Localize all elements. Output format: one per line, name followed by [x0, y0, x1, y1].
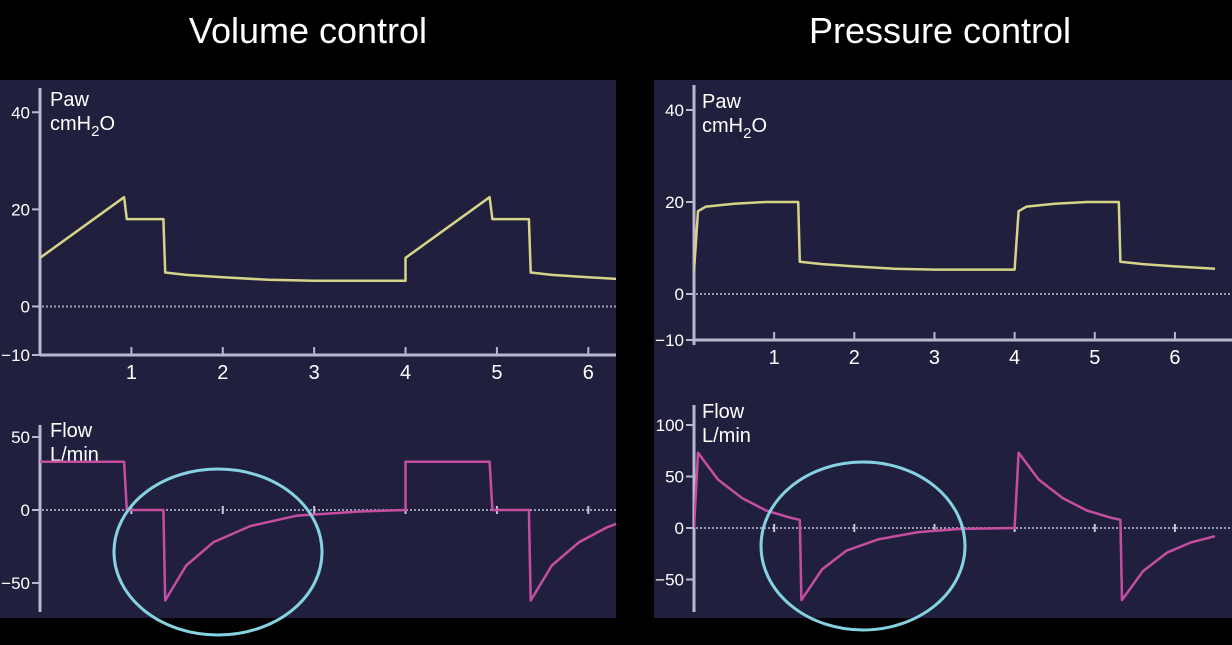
- series-label: Paw: [50, 89, 89, 111]
- y-tick-label: −10: [1, 346, 30, 365]
- x-tick-label: 4: [1009, 347, 1020, 369]
- y-tick-label: 50: [665, 468, 684, 487]
- y-tick-label: 20: [665, 193, 684, 212]
- flow-line: [40, 460, 616, 602]
- title-volume-control: Volume control: [188, 10, 428, 51]
- y-tick-label: 0: [21, 501, 30, 520]
- x-tick-label: 2: [849, 347, 860, 369]
- x-tick-label: 1: [126, 362, 137, 384]
- y-tick-label: −50: [1, 574, 30, 593]
- series-label: Flow: [50, 420, 93, 442]
- y-tick-label: −10: [655, 331, 684, 350]
- series-label: Flow: [702, 401, 745, 423]
- series-label: Paw: [702, 91, 741, 113]
- x-tick-label: 6: [583, 362, 594, 384]
- unit-label: L/min: [50, 444, 99, 466]
- y-tick-label: 40: [665, 101, 684, 120]
- panel-pressure-control: [654, 80, 1232, 618]
- y-tick-label: 0: [675, 285, 684, 304]
- y-tick-label: 50: [11, 428, 30, 447]
- y-tick-label: 0: [21, 297, 30, 316]
- y-tick-label: 40: [11, 103, 30, 122]
- x-tick-label: 5: [1089, 347, 1100, 369]
- flow-line: [694, 451, 1216, 602]
- pressure-line: [40, 195, 616, 282]
- x-tick-label: 1: [769, 347, 780, 369]
- y-tick-label: −50: [655, 571, 684, 590]
- y-tick-label: 0: [675, 519, 684, 538]
- x-tick-label: 3: [309, 362, 320, 384]
- x-tick-label: 6: [1169, 347, 1180, 369]
- panel-volume-control: [0, 80, 616, 618]
- annotation-circle-pressure: [759, 460, 967, 632]
- x-tick-label: 5: [491, 362, 502, 384]
- pressure-line: [694, 200, 1216, 272]
- y-tick-label: 100: [656, 416, 684, 435]
- x-tick-label: 4: [400, 362, 411, 384]
- x-tick-label: 3: [929, 347, 940, 369]
- title-pressure-control: Pressure control: [808, 10, 1072, 51]
- annotation-circle-volume: [112, 467, 324, 637]
- unit-label: L/min: [702, 425, 751, 447]
- y-tick-label: 20: [11, 200, 30, 219]
- x-tick-label: 2: [217, 362, 228, 384]
